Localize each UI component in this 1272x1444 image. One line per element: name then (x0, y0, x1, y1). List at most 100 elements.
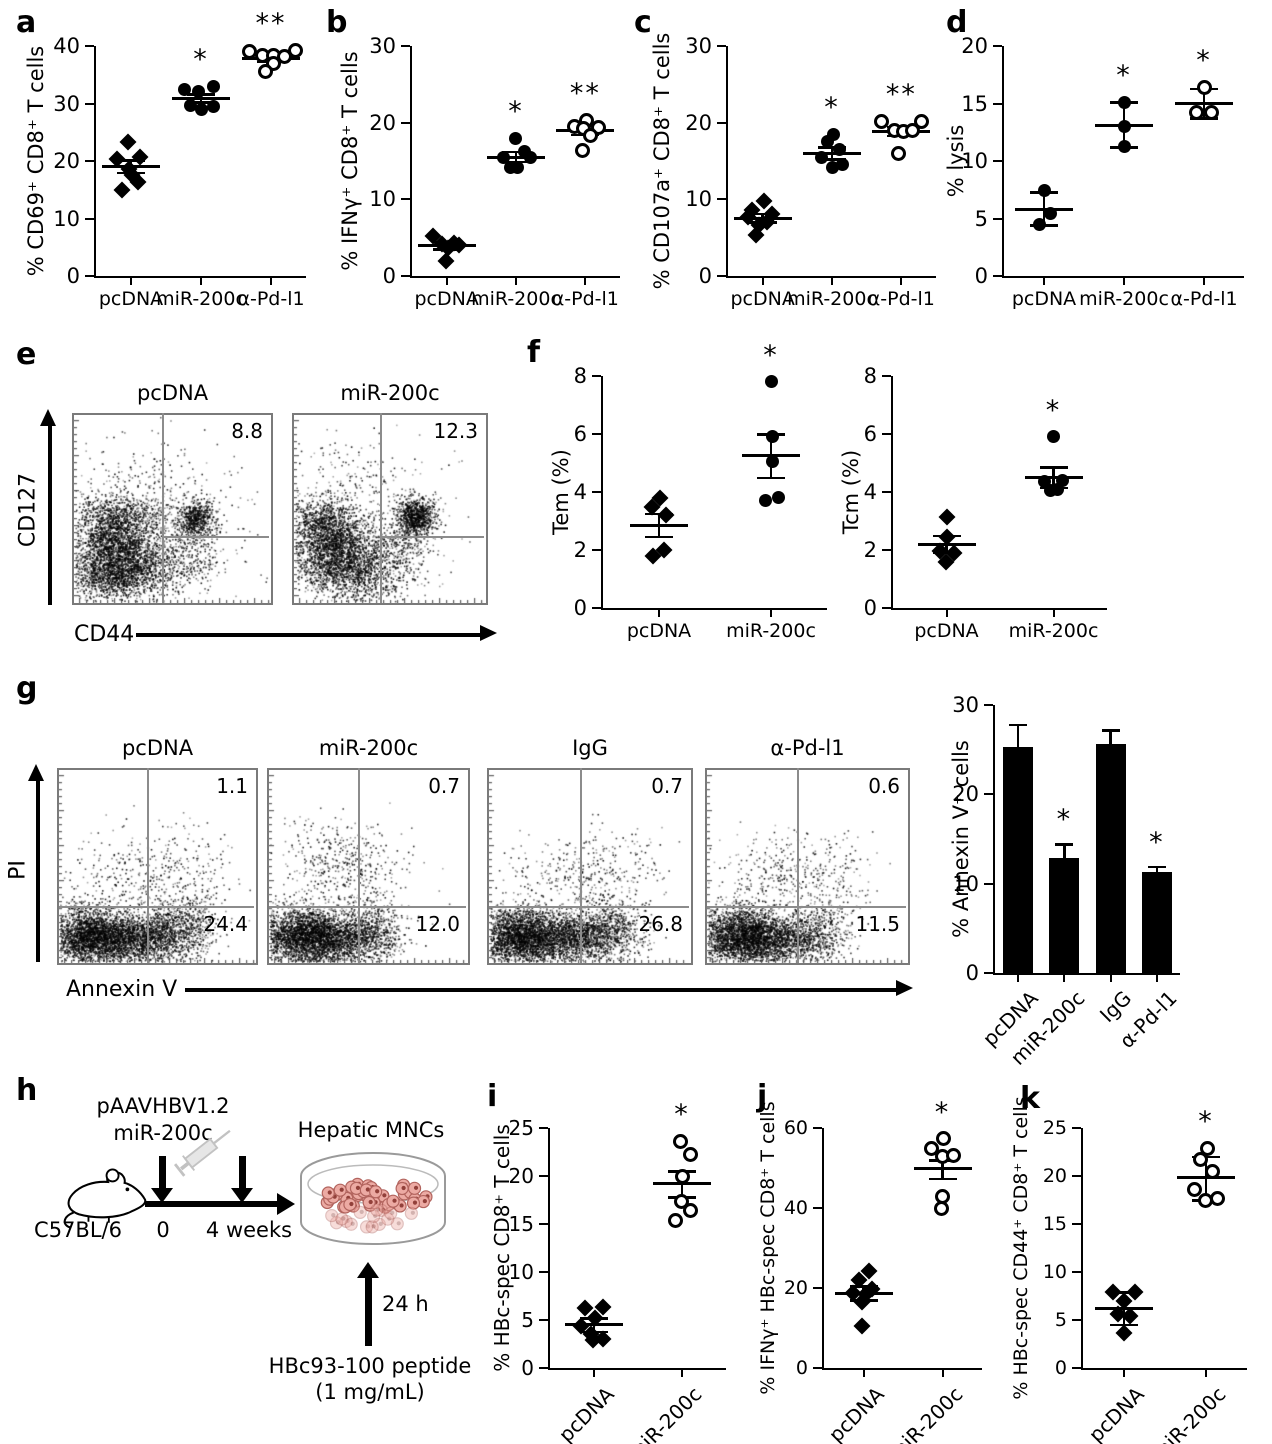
x-category-label: miR-200c (1079, 288, 1169, 310)
y-tick-label: 0 (573, 596, 587, 620)
y-tick (984, 704, 993, 706)
peptide-arrow (365, 1278, 372, 1346)
data-point (523, 150, 537, 164)
time-zero-label: 0 (156, 1218, 170, 1242)
y-axis (1081, 1128, 1083, 1370)
bar-error-cap (1147, 865, 1166, 869)
x-tick (130, 278, 132, 285)
y-tick-label: 0 (521, 1356, 534, 1380)
panel-letter-b: b (326, 5, 348, 40)
significance-label: ** (885, 79, 917, 111)
y-tick-label: 10 (53, 206, 80, 231)
x-tick (445, 278, 448, 285)
panel-letter-h: h (16, 1073, 38, 1108)
y-tick-label: 10 (685, 187, 712, 212)
bar-error-line (1155, 866, 1159, 873)
data-point (853, 1317, 870, 1335)
gate-line-vertical (162, 413, 165, 603)
significance-label: * (1149, 826, 1165, 858)
y-axis-label: % HBc-spec CD8⁺ T cells (490, 1124, 514, 1372)
error-cap-bottom (1190, 117, 1218, 120)
data-point (257, 63, 273, 79)
significance-label: * (934, 1096, 951, 1128)
mean-line (653, 1182, 711, 1186)
data-point (765, 430, 779, 444)
y-tick-label: 20 (508, 1164, 534, 1188)
y-tick-label: 10 (1042, 1261, 1067, 1283)
y-tick-label: 5 (521, 1308, 534, 1332)
data-point (682, 1203, 698, 1219)
y-tick-label: 20 (369, 110, 396, 135)
gate-line-horizontal (269, 905, 466, 908)
data-point (1115, 1324, 1133, 1342)
x-tick (515, 278, 517, 285)
y-tick-label: 0 (1054, 1357, 1067, 1379)
y-tick-label: 15 (1042, 1213, 1067, 1235)
y-tick (993, 160, 1002, 162)
panel-letter-i: i (487, 1079, 498, 1114)
y-tick (592, 433, 601, 435)
injection-arrow-week4 (239, 1156, 246, 1190)
data-point (765, 455, 779, 469)
panel-letter-j: j (757, 1079, 768, 1114)
y-tick-label: 25 (508, 1116, 534, 1140)
y-axis-label: Tcm (%) (839, 449, 863, 535)
x-axis-label: CD44 (74, 622, 135, 647)
significance-label: * (1198, 1106, 1214, 1138)
injection-arrowhead-week4-icon (231, 1188, 253, 1203)
y-tick-label: 30 (53, 91, 80, 116)
x-category-label: pcDNA (1011, 288, 1077, 310)
data-point (1186, 1181, 1202, 1197)
significance-label: * (674, 1099, 690, 1131)
y-tick (1072, 1271, 1081, 1273)
y-tick-label: 0 (974, 264, 988, 288)
bar (1095, 744, 1126, 973)
x-tick (1205, 1370, 1207, 1377)
x-axis-arrow (185, 988, 898, 992)
data-point (835, 158, 849, 172)
y-tick (1072, 1175, 1081, 1177)
panel-c-chart: 0 10 20 30 % CD107a⁺ CD8⁺ T cells pcDNA miR-20… (630, 2, 944, 334)
x-tick (1109, 975, 1112, 982)
y-tick (592, 607, 601, 609)
y-tick (592, 491, 601, 493)
y-tick (539, 1175, 548, 1177)
y-axis (410, 46, 412, 278)
y-tick (717, 198, 726, 201)
x-tick (1123, 1370, 1125, 1377)
y-axis-label: % CD69⁺ CD8⁺ T cells (24, 45, 48, 277)
panel-a-chart: 0 10 20 30 40% CD69⁺ CD8⁺ T cells pcDNA miR-20… (8, 2, 318, 334)
x-tick (270, 278, 272, 285)
gate-line-vertical (358, 768, 361, 963)
panel-letter-e: e (16, 337, 37, 372)
x-category-label: miR-200c (1147, 1382, 1231, 1444)
error-cap-bottom (757, 476, 785, 479)
y-tick (882, 491, 891, 493)
quadrant-value-lower: 26.8 (638, 911, 683, 936)
x-tick (862, 1370, 865, 1377)
flow-dot-cloud (489, 770, 691, 963)
x-tick (584, 278, 587, 285)
x-tick (593, 1370, 595, 1377)
y-axis-label: % HBc-spec CD44⁺ CD8⁺ T cells (1010, 1096, 1032, 1400)
panel-letter-d: d (946, 5, 968, 40)
y-tick (1072, 1127, 1081, 1129)
y-axis-label: PI (5, 860, 31, 880)
x-category-label: pcDNA (414, 288, 479, 310)
panel-b-chart: 0 10 20 30 % IFNγ⁺ CD8⁺ T cells pcDNA miR-200c… (318, 2, 630, 334)
y-tick (539, 1367, 548, 1369)
x-category-label: α-Pd-l1 (867, 288, 935, 310)
y-tick-label: 20 (685, 110, 712, 135)
x-tick (200, 278, 202, 285)
y-tick-label: 10 (961, 149, 988, 173)
quadrant-value-lower: 24.4 (203, 911, 248, 936)
y-tick (813, 1127, 822, 1129)
y-tick-label: 6 (573, 422, 587, 446)
data-point (1192, 1152, 1208, 1168)
y-tick-label: 0 (795, 1357, 808, 1379)
data-point (1196, 79, 1212, 95)
y-tick (984, 793, 993, 796)
timeline-arrow (145, 1201, 277, 1207)
y-tick (401, 45, 410, 47)
